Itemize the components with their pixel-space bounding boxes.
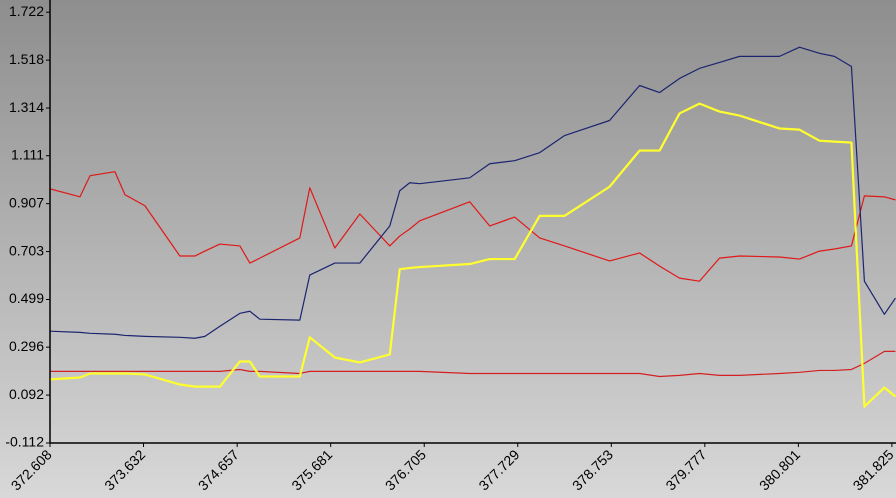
y-tick-label: 0.907 [9,194,44,210]
y-tick-label: 1.518 [9,51,44,67]
plot-area [50,46,896,408]
series-line [50,350,896,378]
y-tick-label: 0.296 [9,338,44,354]
y-tick-label: 0.092 [9,386,44,402]
y-tick-label: 1.314 [9,99,44,115]
y-tick-label: 0.703 [9,242,44,258]
y-tick-label: 0.499 [9,290,44,306]
series-line [50,46,896,339]
series-line [50,102,896,408]
y-tick-label: 1.111 [11,146,44,162]
series-line [50,171,896,282]
y-tick-label: -0.112 [5,434,44,450]
y-tick-label: 1.722 [9,3,44,19]
